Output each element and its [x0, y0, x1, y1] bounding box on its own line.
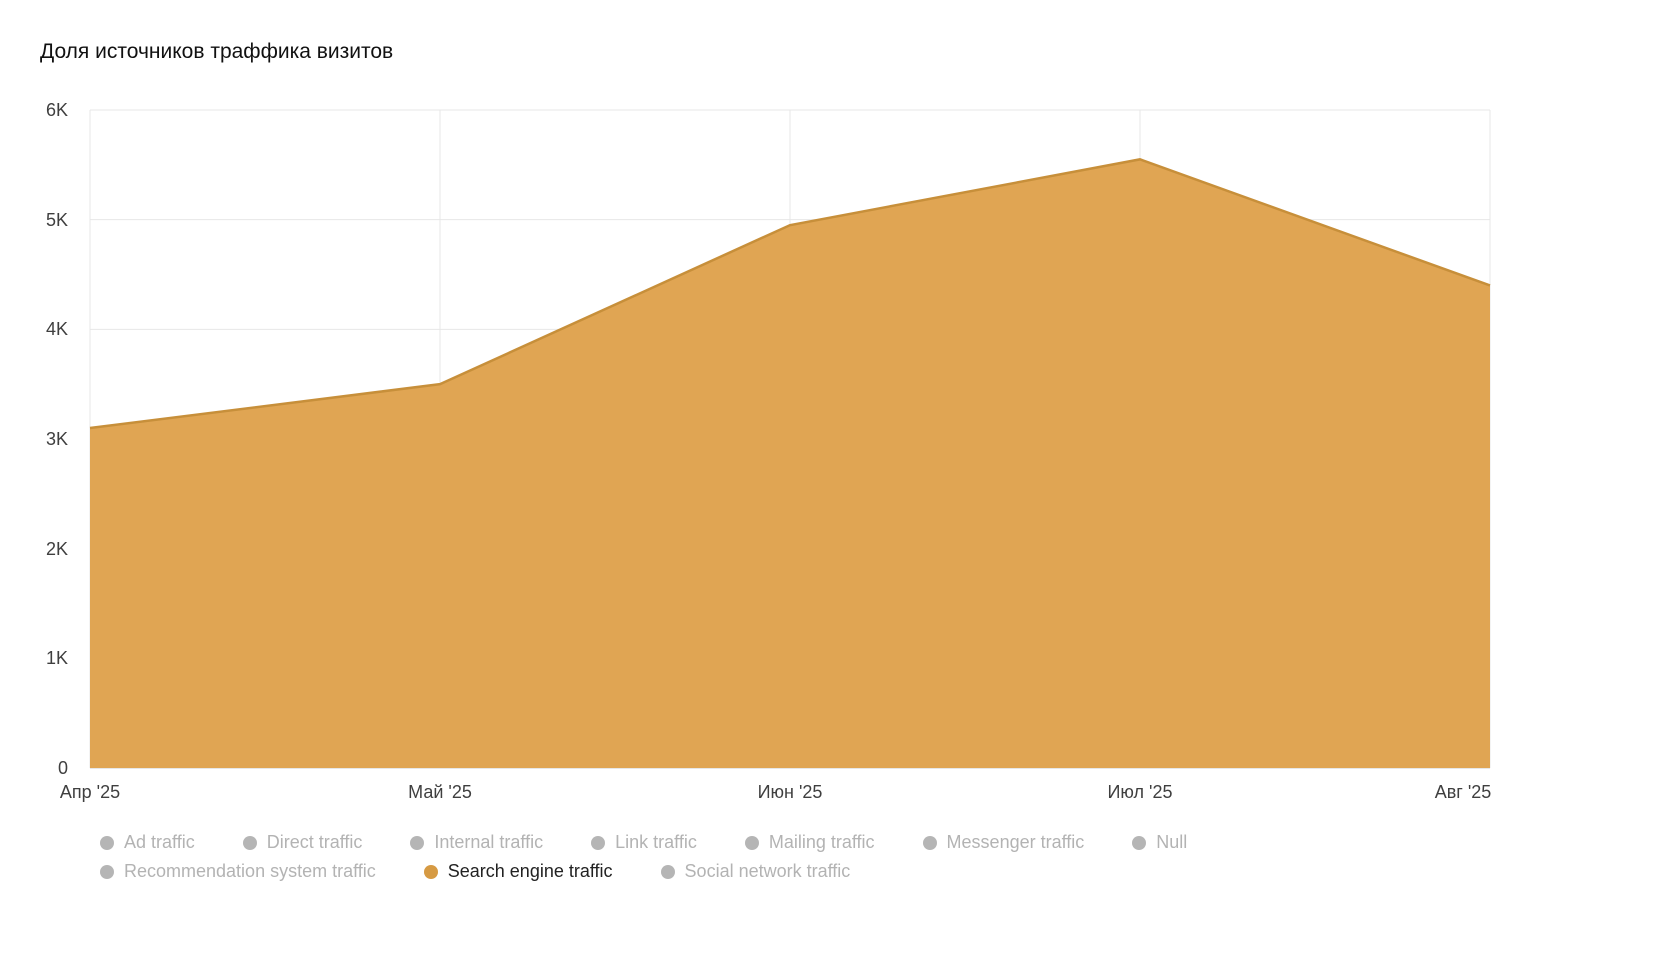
y-axis-tick: 6K: [45, 100, 68, 120]
legend-dot-icon: [100, 864, 114, 879]
legend-dot-icon: [744, 835, 759, 850]
area-series-search-engine-traffic: [90, 159, 1490, 769]
y-axis-tick: 5K: [45, 210, 68, 230]
legend-item-label: Internal traffic: [434, 832, 544, 852]
y-axis-tick: 2K: [45, 539, 68, 559]
legend-item-search-engine-traffic[interactable]: Search engine traffic: [423, 861, 613, 882]
legend-dot-icon: [242, 835, 257, 850]
legend-dot-icon: [100, 835, 114, 850]
legend-item-label: Messenger traffic: [946, 832, 1085, 852]
x-axis-tick: Апр '25: [59, 782, 121, 802]
y-axis-tick: 1K: [45, 648, 68, 668]
y-axis-tick: 4K: [45, 319, 68, 339]
x-axis-tick: Авг '25: [1434, 782, 1492, 802]
legend-item-messenger-traffic[interactable]: Messenger traffic: [922, 832, 1085, 853]
x-axis-tick: Июл '25: [1107, 782, 1173, 802]
legend-item-label: Recommendation system traffic: [124, 861, 376, 881]
legend-dot-icon: [591, 835, 606, 850]
legend-item-label: Null: [1156, 832, 1188, 852]
legend-item-mailing-traffic[interactable]: Mailing traffic: [744, 832, 875, 853]
legend-item-label: Ad traffic: [124, 832, 195, 852]
x-axis-tick: Май '25: [408, 782, 472, 802]
legend-dot-icon: [1132, 835, 1147, 850]
legend-item-label: Direct traffic: [266, 832, 363, 852]
legend-dot-icon: [660, 864, 675, 879]
legend-item-label: Social network traffic: [684, 861, 851, 881]
chart-title: Доля источников траффика визитов: [40, 40, 394, 63]
y-axis-tick: 3K: [45, 429, 68, 449]
legend-item-social-network-traffic[interactable]: Social network traffic: [660, 861, 851, 882]
legend-dot-icon: [922, 835, 937, 850]
legend-item-label: Mailing traffic: [768, 832, 875, 852]
legend-dot-icon: [410, 835, 425, 850]
chart-legend: Ad traffic Direct traffic Internal traff…: [100, 832, 1500, 882]
legend-item-direct-traffic[interactable]: Direct traffic: [242, 832, 363, 853]
y-axis-tick: 0: [57, 758, 68, 778]
legend-item-internal-traffic[interactable]: Internal traffic: [410, 832, 543, 853]
x-axis-tick: Июн '25: [757, 782, 823, 802]
legend-item-ad-traffic[interactable]: Ad traffic: [100, 832, 195, 853]
legend-dot-icon: [423, 864, 438, 879]
area-series-outline: [89, 158, 1491, 430]
legend-item-label: Search engine traffic: [447, 861, 613, 881]
legend-item-link-traffic[interactable]: Link traffic: [591, 832, 697, 853]
legend-item-null[interactable]: Null: [1132, 832, 1187, 853]
legend-item-label: Link traffic: [615, 832, 697, 852]
legend-item-recommendation-system-traffic[interactable]: Recommendation system traffic: [100, 861, 376, 882]
